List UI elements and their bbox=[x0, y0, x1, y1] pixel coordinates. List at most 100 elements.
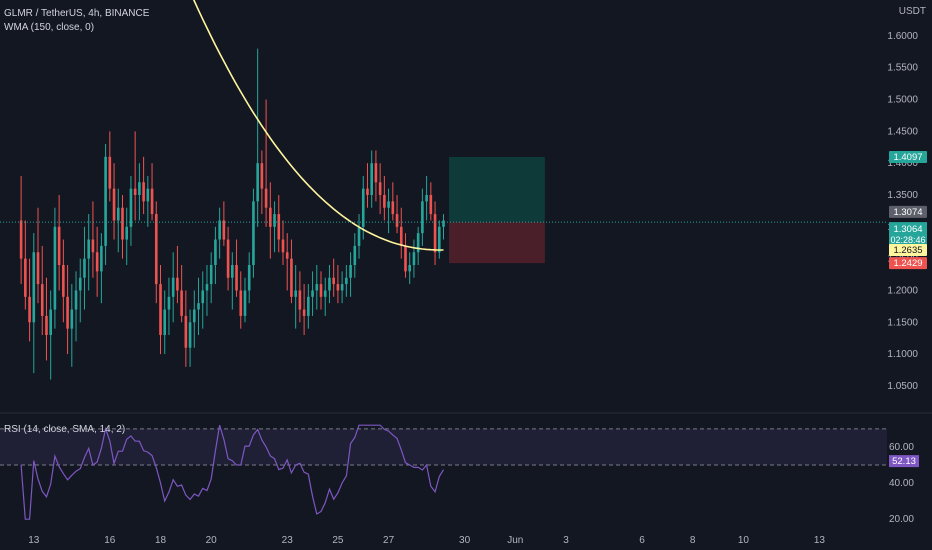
candle bbox=[45, 277, 48, 361]
candle bbox=[243, 277, 247, 323]
candle bbox=[28, 258, 31, 342]
candle bbox=[336, 265, 340, 304]
candle-body bbox=[104, 156, 107, 246]
candle-body bbox=[95, 252, 99, 272]
candle-body bbox=[116, 207, 120, 221]
candle bbox=[176, 245, 179, 304]
price-tick-label: 1.3500 bbox=[887, 190, 918, 201]
candle-body bbox=[336, 284, 340, 291]
price-tick-label: 1.4000 bbox=[887, 158, 918, 169]
candle bbox=[281, 220, 285, 265]
candle-body bbox=[408, 265, 412, 272]
candle bbox=[32, 233, 36, 374]
candle bbox=[138, 163, 141, 221]
candle bbox=[247, 252, 251, 304]
candle-body bbox=[100, 245, 103, 272]
candle bbox=[353, 233, 357, 278]
candle bbox=[57, 195, 61, 291]
candle-body bbox=[78, 277, 82, 291]
time-axis[interactable]: 13 16 18 20 23 25 27 30 Jun 3 6 8 10 13 bbox=[28, 535, 825, 546]
candle-body bbox=[247, 265, 251, 291]
time-tick-label: 8 bbox=[690, 535, 696, 546]
candle-body bbox=[264, 188, 268, 208]
candle-body bbox=[294, 290, 297, 297]
rsi-axis[interactable]: 60.00 40.00 20.00 52.13 bbox=[889, 442, 919, 525]
currency-label: USDT bbox=[898, 6, 926, 17]
countdown-tag: 02:28:46 bbox=[890, 235, 925, 245]
candle-body bbox=[374, 163, 378, 183]
candle-body bbox=[188, 322, 192, 348]
rsi-value-tag-bg bbox=[889, 455, 919, 468]
candles[interactable] bbox=[19, 48, 445, 380]
current-price-tag-bg bbox=[889, 205, 927, 218]
candle-body bbox=[425, 195, 428, 202]
price-tick-label: 1.2000 bbox=[887, 285, 918, 296]
wma-legend[interactable]: WMA (150, close, 0) bbox=[4, 22, 94, 33]
candle bbox=[260, 150, 264, 215]
candle-body bbox=[24, 258, 27, 297]
time-tick-label: 18 bbox=[155, 535, 167, 546]
candle bbox=[256, 48, 259, 227]
symbol-legend[interactable]: GLMR / TetherUS, 4h, BINANCE bbox=[4, 8, 149, 19]
candle-body bbox=[281, 239, 285, 253]
candle-body bbox=[277, 214, 281, 240]
candle bbox=[205, 265, 209, 316]
rsi-tick-label: 60.00 bbox=[889, 442, 914, 453]
candle-body bbox=[442, 220, 445, 227]
candle-body bbox=[70, 309, 74, 329]
candle-body bbox=[323, 290, 327, 297]
candle-body bbox=[239, 290, 243, 316]
candle bbox=[180, 265, 183, 323]
candle-body bbox=[383, 195, 386, 208]
candle-body bbox=[214, 239, 217, 265]
candle-body bbox=[163, 309, 167, 335]
candle-body bbox=[138, 182, 141, 195]
time-tick-label: 10 bbox=[738, 535, 750, 546]
candle bbox=[40, 245, 44, 335]
time-tick-label: 27 bbox=[383, 535, 395, 546]
candle bbox=[391, 182, 395, 221]
rsi-legend[interactable]: RSI (14, close, SMA, 14, 2) bbox=[4, 424, 125, 435]
candle bbox=[302, 284, 306, 335]
candle bbox=[222, 201, 226, 246]
candle bbox=[78, 258, 82, 323]
candle bbox=[319, 271, 323, 310]
time-tick-label: 20 bbox=[206, 535, 218, 546]
candle-body bbox=[83, 258, 86, 278]
candle bbox=[112, 163, 116, 240]
candle bbox=[345, 265, 348, 297]
candle bbox=[184, 290, 188, 367]
candle bbox=[163, 290, 167, 355]
time-tick-label: 6 bbox=[639, 535, 645, 546]
candle-body bbox=[370, 163, 374, 195]
candle-body bbox=[57, 226, 61, 265]
candle bbox=[171, 252, 175, 323]
candle bbox=[404, 233, 407, 278]
candle-body bbox=[328, 277, 331, 291]
candle-body bbox=[112, 188, 116, 221]
last-price-tag: 1.3064 bbox=[893, 224, 922, 235]
candle bbox=[70, 284, 74, 367]
candle-body bbox=[49, 309, 52, 335]
candle-body bbox=[133, 188, 137, 195]
candle bbox=[328, 265, 331, 304]
candle bbox=[315, 265, 319, 310]
stop-zone bbox=[448, 222, 545, 264]
candle bbox=[142, 156, 145, 215]
candle bbox=[100, 233, 103, 304]
candle bbox=[408, 252, 412, 285]
candle-body bbox=[273, 214, 276, 227]
candle-body bbox=[235, 265, 238, 291]
candle bbox=[340, 271, 344, 304]
candle bbox=[197, 277, 200, 335]
time-tick-label: 30 bbox=[459, 535, 471, 546]
candle-body bbox=[19, 220, 23, 259]
candle-body bbox=[159, 284, 162, 335]
candle-body bbox=[91, 239, 95, 253]
candle-body bbox=[260, 163, 264, 189]
candle bbox=[429, 182, 433, 221]
candle-body bbox=[197, 303, 200, 310]
candle bbox=[239, 271, 243, 329]
